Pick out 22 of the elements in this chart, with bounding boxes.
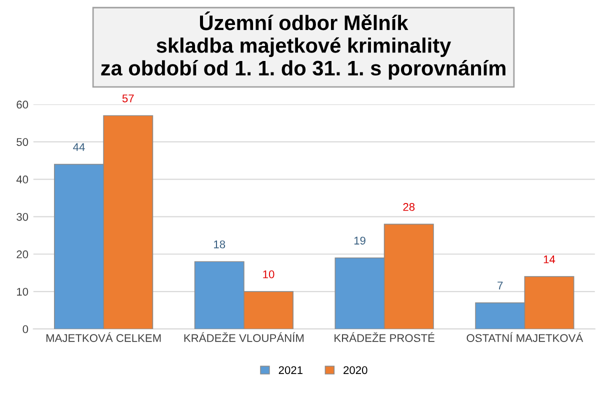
- data-label: 57: [122, 94, 134, 102]
- chart-title: Územní odbor Mělník skladba majetkové kriminality za období od 1. 1. do 31. 1. s porovnáním: [101, 12, 506, 80]
- data-label: 19: [354, 236, 366, 245]
- data-label: 14: [544, 256, 556, 264]
- data-label: 7: [498, 282, 503, 290]
- y-tick-label: 0: [22, 325, 28, 334]
- data-label: 18: [214, 240, 226, 248]
- data-label: 28: [403, 203, 415, 211]
- y-tick-label: 40: [16, 176, 28, 184]
- x-tick-label: OSTATNÍ MAJETKOVÁ: [466, 332, 584, 342]
- data-label: 44: [73, 143, 85, 151]
- y-tick-label: 60: [16, 100, 28, 109]
- x-tick-label: MAJETKOVÁ CELKEM: [46, 332, 161, 342]
- y-tick-label: 50: [16, 138, 28, 146]
- x-tick-label: KRÁDEŽE VLOUPÁNÍM: [184, 332, 304, 342]
- x-tick-label: KRÁDEŽE PROSTÉ: [334, 332, 434, 342]
- legend-label: 2021: [278, 366, 302, 374]
- y-tick-label: 10: [17, 288, 28, 296]
- y-tick-label: 20: [16, 250, 28, 258]
- legend-label: 2020: [344, 366, 368, 374]
- y-tick-label: 30: [16, 212, 28, 221]
- data-label: 10: [263, 270, 274, 278]
